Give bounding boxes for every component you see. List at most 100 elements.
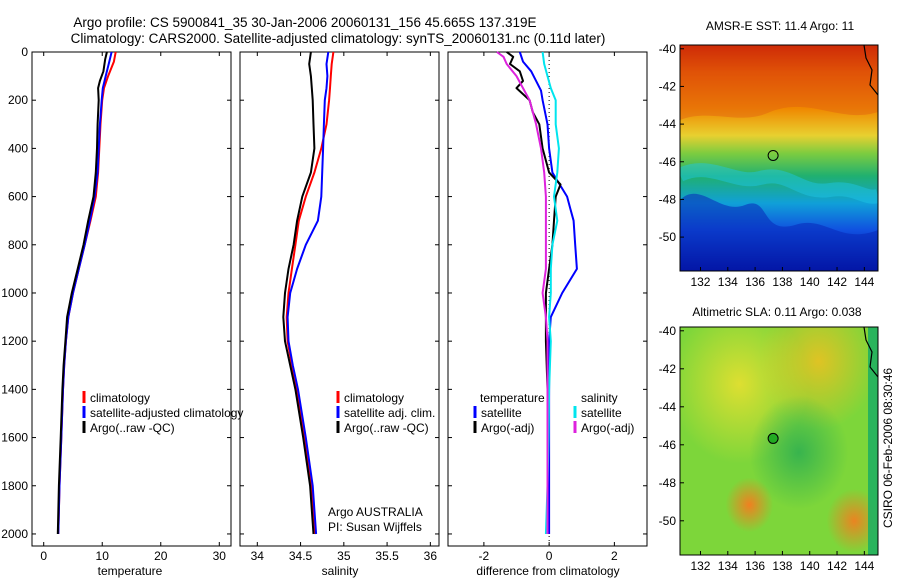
legend-label-climatology: climatology (90, 391, 150, 405)
x-tick-label: 34 (251, 549, 265, 563)
x-tick-label: 2 (611, 549, 618, 563)
lat-tick-label: -40 (659, 324, 677, 338)
y-tick-label: 800 (8, 238, 28, 252)
legend-header-salinity: salinity (581, 391, 618, 405)
sst-cyan-band (680, 163, 878, 204)
figure-title-line1: Argo profile: CS 5900841_35 30-Jan-2006 … (73, 15, 536, 30)
sla-eddy-d (680, 327, 878, 555)
legend-label-climatology: climatology (344, 391, 404, 405)
salinity-xlabel: salinity (322, 564, 359, 578)
sst-map-frame (679, 44, 879, 272)
y-tick-label: 0 (21, 45, 28, 59)
lon-tick-label: 136 (745, 559, 765, 573)
lat-tick-label: -42 (659, 362, 677, 376)
lat-tick-label: -48 (659, 192, 677, 206)
series-line-salinity-satellite (541, 51, 560, 535)
lon-tick-label: 138 (772, 559, 792, 573)
sla-land-strip (868, 327, 878, 555)
lon-tick-label: 136 (745, 275, 765, 289)
legend-label-temperature-satellite: satellite (481, 406, 522, 420)
temperature-axes-frame (31, 51, 232, 547)
lat-tick-label: -44 (659, 400, 677, 414)
series-line-salinity-argo-adj (496, 51, 549, 534)
legend-label-satellite: satellite-adjusted climatology (90, 406, 243, 420)
sla-argo-position-marker (767, 432, 779, 444)
x-tick-label: 10 (96, 549, 110, 563)
x-tick-label: 35 (337, 549, 351, 563)
series-line-satellite-adj-clim (286, 51, 330, 535)
lon-tick-label: 140 (800, 275, 820, 289)
temperature-series-group (56, 51, 117, 535)
lat-tick-label: -40 (659, 42, 677, 56)
y-tick-label: 1800 (1, 479, 28, 493)
legend-label-salinity-satellite: satellite (581, 406, 622, 420)
salinity-tick-group: 34 34.5 35 35.5 36 (240, 51, 439, 563)
lon-tick-label: 144 (854, 559, 874, 573)
sst-cold-front (680, 193, 878, 271)
series-line-temperature-argo-adj (506, 51, 562, 534)
y-tick-label: 1000 (1, 286, 28, 300)
sla-map-frame (679, 326, 879, 556)
y-tick-label: 400 (8, 141, 28, 155)
y-tick-label: 200 (8, 93, 28, 107)
sst-argo-position-marker (767, 149, 779, 161)
sla-map-title: Altimetric SLA: 0.11 Argo: 0.038 (692, 305, 862, 319)
temperature-panel: 0 10 20 30 0 200 400 600 800 1000 1200 1400 1600 1800… (1, 45, 243, 578)
temperature-legend: climatology satellite-adjusted climatolo… (82, 391, 243, 435)
legend-label-argo: Argo(..raw -QC) (344, 421, 429, 435)
series-line-climatology (57, 51, 117, 535)
sst-map-panel: AMSR-E SST: 11.4 Argo: 11 132 134 136 138 14… (659, 19, 879, 289)
legend-label-temperature-argo: Argo(-adj) (481, 421, 534, 435)
sla-coastline (863, 327, 878, 378)
sla-tick-group: 132 134 136 138 140 142 144 -40 -42 -44 -46 -48 -50 (659, 324, 875, 573)
lat-tick-label: -44 (659, 117, 677, 131)
lat-tick-label: -50 (659, 514, 677, 528)
lon-tick-label: 142 (827, 275, 847, 289)
lon-tick-label: 138 (772, 275, 792, 289)
sst-tick-group: 132 134 136 138 140 142 144 -40 -42 -44 -46 -48 -50 (659, 42, 875, 289)
salinity-legend: climatology satellite adj. clim. Argo(..… (336, 391, 435, 435)
credit-line2: PI: Susan Wijffels (328, 520, 422, 534)
x-tick-label: 36 (424, 549, 438, 563)
legend-header-temperature: temperature (480, 391, 545, 405)
x-tick-label: 0 (546, 549, 553, 563)
difference-axes-frame (447, 51, 648, 547)
series-line-argo-raw-qc (56, 51, 108, 535)
sst-warm-tongue (680, 45, 878, 120)
csiro-timestamp: CSIRO 06-Feb-2006 08:30:46 (881, 368, 895, 528)
sst-map-title: AMSR-E SST: 11.4 Argo: 11 (706, 19, 855, 33)
salinity-axes-frame (239, 51, 440, 547)
legend-label-argo: Argo(..raw -QC) (90, 421, 175, 435)
lat-tick-label: -48 (659, 476, 677, 490)
series-line-argo-raw-qc (282, 51, 316, 535)
sst-coastline (863, 45, 878, 96)
difference-panel: -2 0 2 temperature salinity satellite Argo… (447, 51, 648, 578)
y-tick-label: 600 (8, 190, 28, 204)
lon-tick-label: 132 (690, 559, 710, 573)
difference-xlabel: difference from climatology (476, 564, 619, 578)
credit-line1: Argo AUSTRALIA (328, 505, 423, 519)
figure-title-line2: Climatology: CARS2000. Satellite-adjuste… (71, 31, 606, 46)
lat-tick-label: -50 (659, 230, 677, 244)
legend-label-satellite: satellite adj. clim. (344, 406, 435, 420)
sla-map-panel: Altimetric SLA: 0.11 Argo: 0.038 132 134 1… (659, 305, 879, 573)
lon-tick-label: 132 (690, 275, 710, 289)
x-tick-label: 34.5 (289, 549, 313, 563)
x-tick-label: -2 (479, 549, 490, 563)
x-tick-label: 20 (154, 549, 168, 563)
legend-label-salinity-argo: Argo(-adj) (581, 421, 634, 435)
y-tick-label: 1600 (1, 431, 28, 445)
lon-tick-label: 134 (718, 559, 738, 573)
difference-legend: temperature salinity satellite Argo(-adj… (473, 391, 634, 435)
lon-tick-label: 142 (827, 559, 847, 573)
x-tick-label: 30 (213, 549, 227, 563)
salinity-panel: 34 34.5 35 35.5 36 climatology satellite adj… (239, 51, 440, 578)
x-tick-label: 35.5 (375, 549, 399, 563)
x-tick-label: 0 (40, 549, 47, 563)
series-line-satellite-adjusted-climatology (57, 51, 113, 535)
y-tick-label: 1200 (1, 334, 28, 348)
lon-tick-label: 140 (800, 559, 820, 573)
temperature-tick-group: 0 10 20 30 0 200 400 600 800 1000 1200 1400 1600 1800… (1, 45, 231, 563)
temperature-xlabel: temperature (98, 564, 163, 578)
